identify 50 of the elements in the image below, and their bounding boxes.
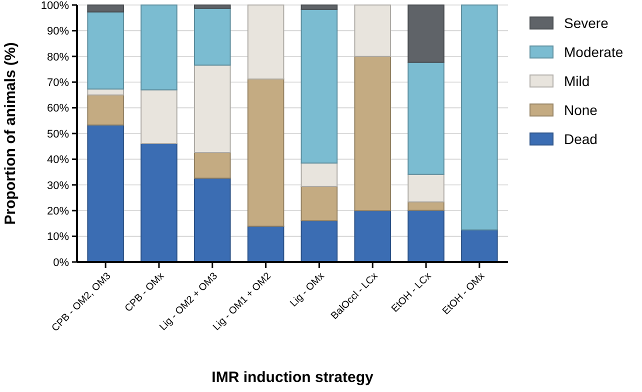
x-tick-label: CPB - OMx	[123, 270, 167, 314]
y-tick-label: 100%	[40, 0, 70, 12]
bar	[247, 78, 284, 227]
y-tick-label: 0%	[53, 256, 70, 269]
bar	[354, 56, 392, 212]
bar	[354, 4, 392, 57]
legend-label: Severe	[564, 14, 609, 31]
bar	[194, 64, 231, 154]
bar	[408, 4, 444, 63]
bar	[194, 178, 231, 262]
bar	[87, 124, 124, 262]
y-tick-label: 50%	[46, 128, 70, 140]
bar	[300, 8, 338, 164]
bar	[140, 89, 178, 144]
bar	[300, 186, 338, 222]
legend-label: Moderate	[564, 44, 624, 60]
y-tick-label: 10%	[46, 231, 70, 244]
legend-label: Dead	[564, 130, 598, 147]
bar	[408, 201, 444, 211]
bar	[408, 210, 444, 262]
y-axis-title: Proportion of animals (%)	[2, 42, 19, 225]
y-tick-label: 90%	[46, 26, 70, 38]
y-tick-label: 20%	[46, 205, 70, 218]
bar	[87, 11, 124, 90]
legend-label: None	[564, 102, 598, 118]
y-tick-label: 80%	[46, 51, 70, 64]
bar	[300, 220, 338, 262]
bar	[247, 226, 284, 262]
bar	[354, 210, 392, 262]
bar	[194, 152, 231, 179]
bar	[194, 8, 231, 66]
bar	[461, 229, 498, 262]
bar	[140, 143, 178, 262]
bar	[408, 174, 444, 202]
y-tick-label: 30%	[46, 180, 70, 192]
bar	[87, 4, 124, 12]
bar	[140, 4, 178, 90]
x-tick-label: Lig - OMx	[288, 270, 327, 310]
bar	[194, 4, 231, 9]
x-axis-title: IMR induction strategy	[212, 369, 374, 386]
bar	[461, 4, 498, 230]
y-tick-label: 70%	[46, 76, 70, 89]
bar	[300, 4, 338, 10]
y-tick-label: 60%	[46, 102, 70, 115]
bar	[87, 94, 124, 126]
legend-label: Mild	[564, 72, 590, 89]
bar	[247, 4, 284, 80]
bar	[408, 62, 444, 175]
y-tick-label: 40%	[46, 154, 70, 166]
bar	[300, 162, 338, 187]
